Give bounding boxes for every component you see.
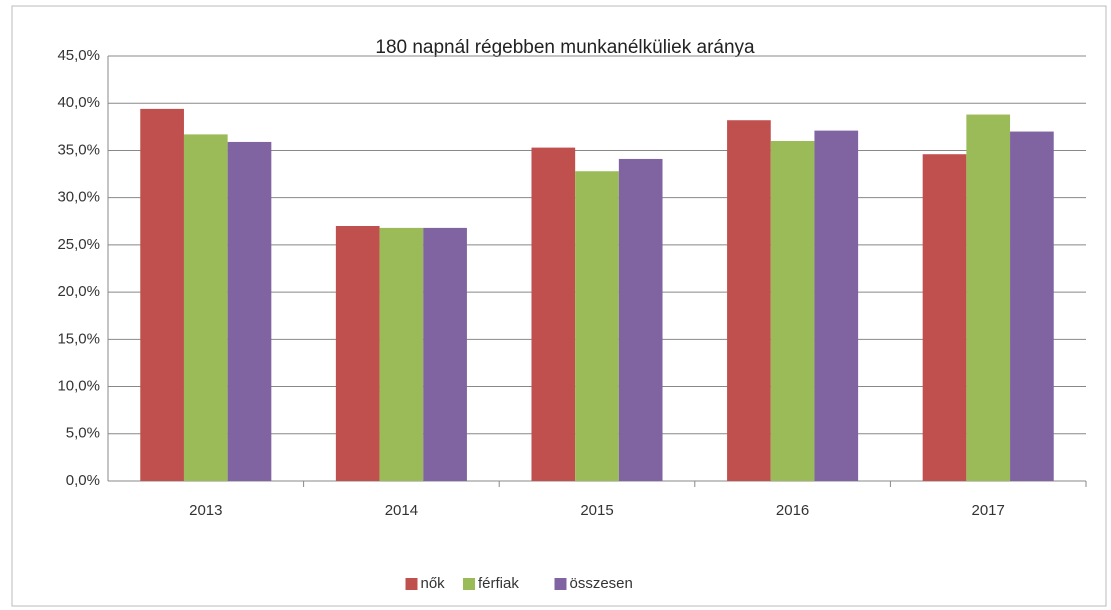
- y-tick-label: 20,0%: [57, 283, 100, 300]
- bar: [183, 134, 228, 481]
- bar: [1010, 131, 1054, 482]
- y-tick-label: 15,0%: [57, 330, 100, 347]
- y-tick-label: 10,0%: [57, 378, 100, 395]
- x-tick-label: 2017: [972, 502, 1005, 519]
- chart-title: 180 napnál régebben munkanélküliek arány…: [375, 37, 755, 58]
- bar: [922, 154, 967, 481]
- y-tick-label: 5,0%: [66, 425, 100, 442]
- bar: [814, 130, 859, 481]
- bar: [966, 114, 1011, 482]
- y-tick-label: 45,0%: [57, 47, 100, 64]
- legend-swatch: [405, 578, 418, 590]
- y-tick-label: 40,0%: [57, 94, 100, 111]
- bar: [423, 227, 467, 481]
- bar: [227, 141, 272, 481]
- bar: [531, 147, 576, 481]
- y-tick-label: 0,0%: [66, 472, 100, 489]
- bar: [379, 227, 424, 481]
- bar: [770, 141, 815, 481]
- bar: [335, 226, 380, 481]
- x-tick-label: 2013: [189, 502, 222, 519]
- y-tick-label: 25,0%: [57, 236, 100, 253]
- bar: [140, 108, 184, 481]
- bar: [575, 171, 619, 481]
- legend-label: összesen: [570, 575, 633, 592]
- y-tick-label: 30,0%: [57, 189, 100, 206]
- x-tick-label: 2015: [580, 502, 613, 519]
- bar: [618, 158, 663, 481]
- legend-swatch: [463, 578, 475, 590]
- bar: [727, 120, 771, 481]
- y-tick-label: 35,0%: [57, 141, 100, 158]
- legend-label: nők: [421, 575, 446, 592]
- legend-swatch: [554, 578, 567, 590]
- x-tick-label: 2016: [776, 502, 809, 519]
- x-tick-label: 2014: [385, 502, 418, 519]
- legend-label: férfiak: [478, 575, 519, 592]
